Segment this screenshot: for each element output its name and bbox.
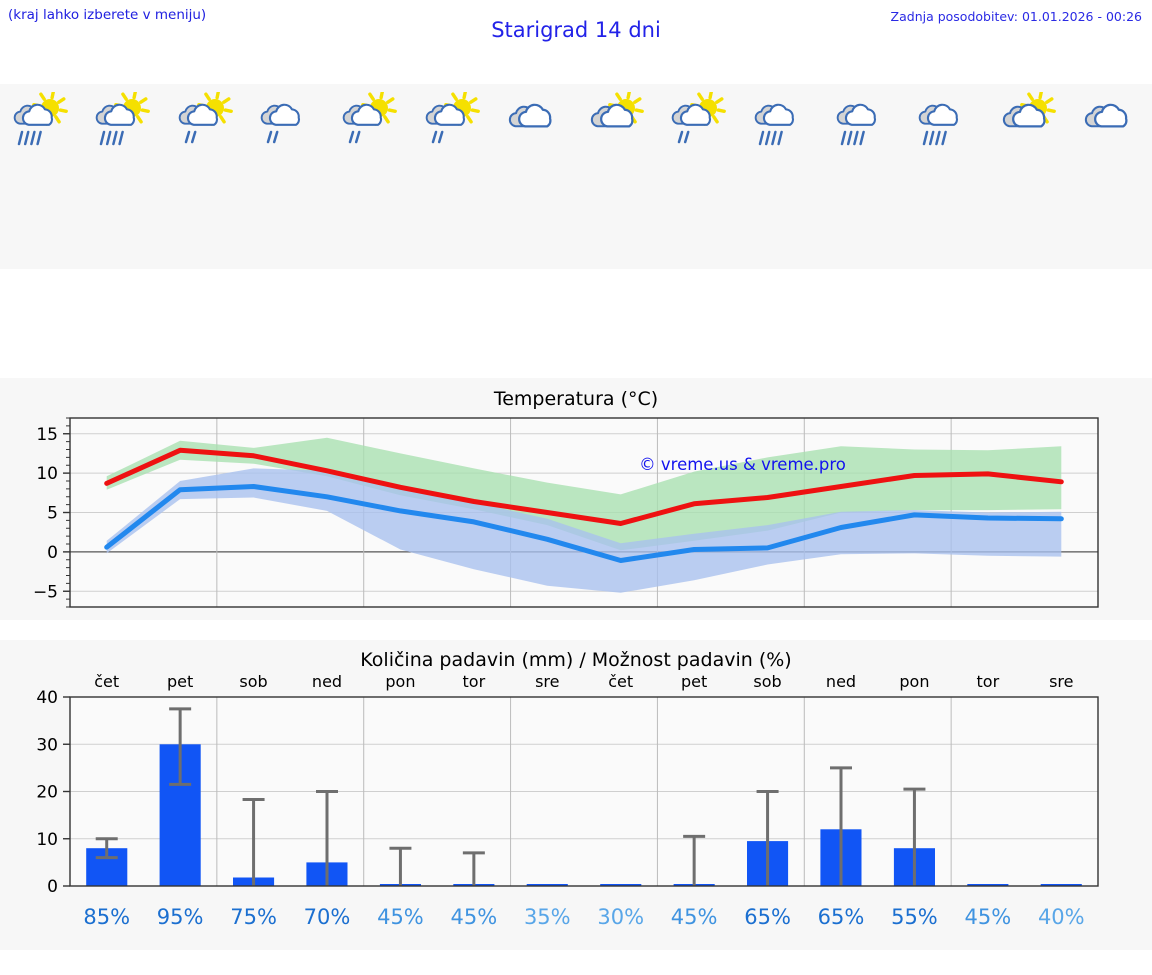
svg-text:© vreme.us & vreme.pro: © vreme.us & vreme.pro [639,455,846,474]
day-column[interactable] [494,84,576,269]
last-updated-text: Zadnja posodobitev: 01.01.2026 - 00:26 [890,9,1142,24]
day-column[interactable] [987,84,1069,269]
precipitation-bar [967,884,1009,886]
svg-text:15: 15 [36,425,58,445]
day-column[interactable] [247,84,329,269]
day-column[interactable] [0,84,82,269]
precipitation-probability-label: 45% [451,905,498,929]
svg-text:čet: čet [608,672,633,691]
day-column[interactable] [658,84,740,269]
precipitation-probability-label: 65% [744,905,791,929]
svg-text:ned: ned [312,672,342,691]
sun-cloud-drizzle-icon [175,90,237,148]
cloud-icon [1080,92,1142,148]
day-column[interactable] [905,84,987,269]
cloud-rain-icon [915,92,977,148]
cloud-drizzle-icon [257,92,319,148]
svg-text:sob: sob [753,672,781,691]
precipitation-probability-label: 40% [1038,905,1085,929]
svg-text:5: 5 [47,504,58,524]
precipitation-probability-label: 30% [597,905,644,929]
svg-text:pet: pet [681,672,707,691]
precipitation-bar [1040,884,1082,886]
day-column[interactable] [741,84,823,269]
svg-text:sre: sre [535,672,559,691]
page-header: (kraj lahko izberete v meniju) Starigrad… [0,0,1152,62]
svg-text:0: 0 [47,877,58,897]
svg-text:40: 40 [36,688,58,708]
svg-text:čet: čet [94,672,119,691]
temperature-chart-panel: Temperatura (°C) © vreme.us & vreme.pro 1… [0,378,1152,620]
day-column[interactable] [329,84,411,269]
precipitation-bar [600,884,642,886]
svg-text:30: 30 [36,735,58,755]
sun-cloud-drizzle-icon [668,90,730,148]
precipitation-probability-label: 70% [304,905,351,929]
sun-cloud-icon [998,90,1060,148]
svg-text:10: 10 [36,464,58,484]
day-column[interactable] [576,84,658,269]
day-column[interactable] [1070,84,1152,269]
svg-text:10: 10 [36,830,58,850]
sun-cloud-drizzle-icon [339,90,401,148]
svg-text:tor: tor [463,672,486,691]
precipitation-probability-label: 55% [891,905,938,929]
sun-cloud-icon [586,90,648,148]
temperature-chart: © vreme.us & vreme.pro 15 10 5 0 −5 [0,378,1152,624]
precipitation-chart: čet pet sob ned pon tor sre čet pet sob ned pon tor s… [0,640,1152,954]
sun-cloud-rain-icon [10,90,72,148]
precipitation-probability-label: 45% [377,905,424,929]
day-column[interactable] [411,84,493,269]
precipitation-chart-panel: Količina padavin (mm) / Možnost padavin … [0,640,1152,950]
cloud-rain-icon [751,92,813,148]
svg-text:20: 20 [36,783,58,803]
day-column[interactable] [165,84,247,269]
precipitation-probability-label: 45% [965,905,1012,929]
precipitation-probability-label: 95% [157,905,204,929]
svg-text:tor: tor [977,672,1000,691]
day-column[interactable] [823,84,905,269]
precipitation-probability-label: 75% [230,905,277,929]
page-title: Starigrad 14 dni [491,18,661,42]
sun-cloud-rain-icon [92,90,154,148]
precipitation-probability-label: 35% [524,905,571,929]
svg-text:pon: pon [385,672,415,691]
precipitation-probability-label: 65% [818,905,865,929]
svg-text:sre: sre [1049,672,1073,691]
precipitation-chart-title: Količina padavin (mm) / Možnost padavin … [360,649,792,671]
precipitation-probability-label: 85% [83,905,130,929]
cloud-icon [504,92,566,148]
precipitation-probability-label: 45% [671,905,718,929]
sun-cloud-drizzle-icon [422,90,484,148]
daily-forecast-strip [0,84,1152,269]
cloud-rain-icon [833,92,895,148]
precipitation-bar [526,884,568,886]
svg-text:−5: −5 [33,582,58,602]
day-column[interactable] [82,84,164,269]
svg-text:0: 0 [47,543,58,563]
svg-text:pet: pet [167,672,193,691]
svg-text:sob: sob [239,672,267,691]
menu-hint-text: (kraj lahko izberete v meniju) [8,7,207,23]
temperature-chart-title: Temperatura (°C) [493,388,659,410]
svg-text:pon: pon [899,672,929,691]
svg-text:ned: ned [826,672,856,691]
